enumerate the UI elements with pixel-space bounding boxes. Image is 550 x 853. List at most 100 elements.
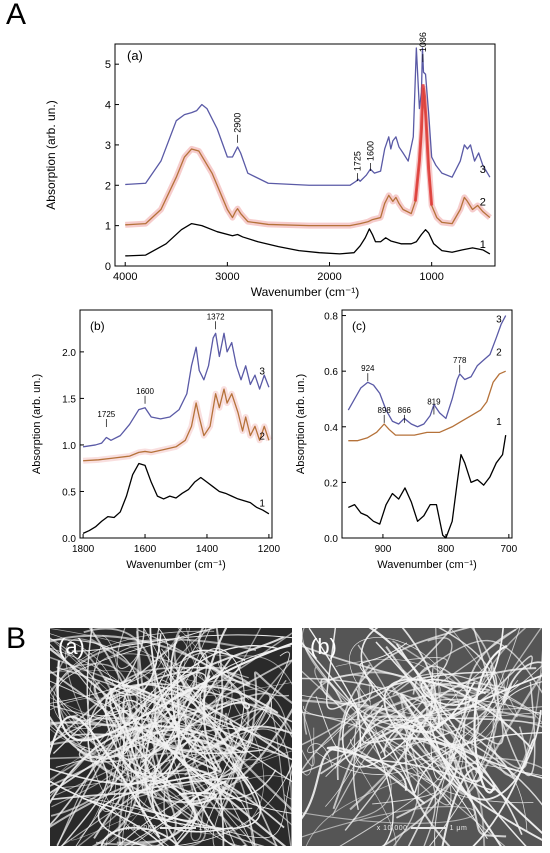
fiber-strand [144,685,279,821]
fiber-strand [51,654,234,801]
x-tick-label: 1200 [258,544,281,555]
fiber-strand [50,647,287,846]
fiber-strand [50,728,174,810]
fiber-strand [181,730,285,829]
series-line-2 [348,370,506,442]
chart-c: 900 800 700 0.0 0.2 0.4 0.6 0.8 Wavenumber (cm⁻¹… [295,309,518,571]
series-line-3 [125,47,491,186]
fiber-strand [50,702,292,781]
annotation-label: 924 [361,364,375,373]
fiber-strand [218,671,292,817]
sem-info-a: x 10,000 1 μm [50,825,292,832]
panel-label: (b) [90,319,105,333]
fiber-strand [492,648,542,776]
fiber-strand [428,681,542,846]
fiber-strand [150,775,292,836]
series-label-1: 1 [496,417,502,428]
series-line-2 [83,388,270,462]
annotation-label: 819 [427,398,441,407]
fiber-strand [351,748,409,846]
series-line-1 [125,222,491,257]
sem-fibers-a [50,628,292,846]
fiber-strand [137,628,228,773]
fiber-strand [158,654,243,769]
y-tick-label: 0.8 [324,312,338,323]
curve-2-glow [125,85,492,229]
y-tick-label: 0 [105,261,111,273]
annotation-label: 1600 [365,141,375,161]
y-tick-label: 0.5 [62,487,76,498]
sem-scale-b: 1 μm [449,825,468,832]
x-tick-label: 3000 [215,271,239,283]
fiber-strand [307,700,367,768]
fiber-strand [157,628,292,783]
x-axis-label: Wavenumber (cm⁻¹) [251,285,360,299]
fiber-strand [153,706,292,846]
x-tick-label: 1000 [419,271,443,283]
fiber-strand [50,632,292,715]
x-tick-label: 1400 [196,544,219,555]
fiber-strand [302,708,315,767]
sem-scale-a: 1 μm [198,825,217,832]
panel-label: (c) [352,319,366,333]
series-label-3: 3 [480,164,486,176]
y-tick-label: 4 [105,100,111,112]
fiber-strand [388,628,437,728]
fiber-strand [305,672,506,846]
fiber-strand [50,637,133,846]
y-tick-label: 2.0 [62,348,76,359]
fiber-strand [302,628,506,846]
fiber-strand [50,666,228,746]
y-tick-label: 0.0 [324,534,338,545]
fiber-strand [428,710,542,801]
fiber-strand [302,724,415,831]
fiber-strand [50,692,271,804]
fiber-strand [420,628,504,706]
fiber-strand [430,668,463,781]
fiber-strand [50,780,165,846]
series-line-1 [82,462,270,534]
sem-info-b: x 10,000 1 μm [302,825,542,832]
annotation-label: 778 [453,356,467,365]
series-label-3: 3 [496,314,502,325]
series-line-3 [83,332,270,448]
y-tick-label: 5 [105,59,111,71]
fiber-strand [50,704,292,739]
peak-highlight [413,84,434,206]
fiber-strand [116,637,202,732]
fiber-strand [50,649,246,785]
sem-image-a: (a) x 10,000 1 μm [50,628,292,846]
fiber-strand [106,739,254,795]
fiber-strand [50,637,219,761]
y-tick-label: 0.0 [62,534,76,545]
series-label-1: 1 [259,499,265,510]
fiber-strand [331,628,519,816]
fiber-strand [381,730,542,794]
fiber-strand [117,795,196,846]
fiber-strand [350,739,439,805]
fiber-strand [470,628,499,774]
fiber-strand [122,690,256,846]
fiber-strand [218,662,250,734]
fiber-strand [472,738,536,846]
x-tick-label: 1600 [134,544,157,555]
fiber-strand [375,641,527,846]
fiber-strand [400,693,542,846]
fiber-strand [129,708,265,835]
fiber-strand [439,718,486,846]
fiber-strand [379,628,521,762]
y-tick-label: 1 [105,221,111,233]
plot-frame [341,309,513,539]
fiber-strand [60,728,292,846]
fiber-strand [50,628,132,727]
fiber-strand [325,718,542,807]
x-tick-label: 800 [438,544,455,555]
series-line-2 [125,87,491,227]
annotation-label: 1372 [207,312,225,321]
fiber-strand [107,652,208,724]
panel-letter-b: B [6,622,27,655]
fiber-strand [416,724,483,846]
y-axis-label: Absorption (arb. un.) [44,100,58,209]
scale-bar-a [159,827,196,830]
chart-b: 1800 1600 1400 1200 0.0 0.5 1.0 1.5 2.0 Wavenumbe… [31,309,281,571]
